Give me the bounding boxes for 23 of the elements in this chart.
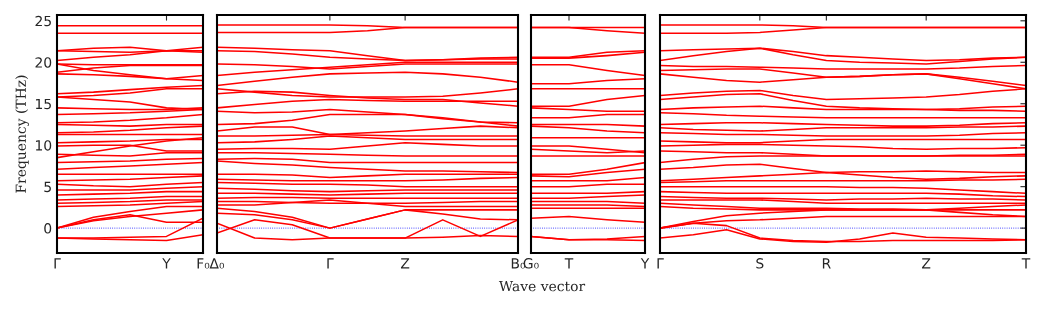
x-axis-title: Wave vector: [498, 280, 586, 292]
x-tick-label: Γ: [657, 258, 664, 269]
x-tick-label: F₀: [197, 258, 210, 269]
y-tick-label: 10: [35, 140, 52, 151]
x-tick-label: B₀: [511, 258, 526, 269]
x-tick-label: Γ: [327, 258, 334, 269]
x-tick-label: Z: [400, 258, 410, 269]
x-tick-label: Δ₀: [209, 258, 225, 269]
y-tick-label: 5: [44, 181, 51, 193]
x-tick-label: Y: [162, 258, 171, 269]
y-tick-label: 25: [35, 15, 51, 27]
x-tick-label: T: [564, 258, 574, 269]
x-tick-label: S: [756, 258, 764, 269]
y-tick-label: 0: [44, 223, 52, 234]
x-tick-label: Z: [922, 258, 931, 269]
y-tick-label: 15: [35, 98, 51, 110]
x-tick-label: Γ: [54, 258, 61, 269]
x-tick-label: R: [822, 258, 831, 269]
y-axis-title: Frequency (THz): [15, 75, 29, 193]
x-tick-label: T: [1021, 258, 1031, 269]
y-tick-label: 20: [35, 57, 52, 68]
x-tick-label: G₀: [523, 258, 539, 269]
x-tick-label: Y: [640, 258, 650, 269]
